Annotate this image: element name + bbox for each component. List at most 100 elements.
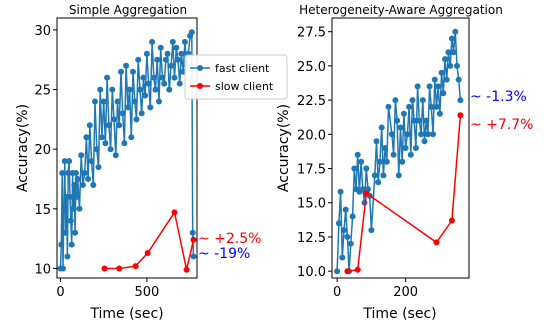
data-point-fast-client: [397, 124, 404, 131]
data-point-fast-client: [95, 164, 102, 171]
data-point-slow-client: [116, 265, 123, 272]
legend-fast-label: fast client: [215, 62, 270, 75]
y-tick-label: 17.5: [297, 163, 326, 178]
data-point-fast-client: [399, 158, 406, 165]
data-point-slow-client: [190, 236, 197, 243]
data-point-fast-client: [409, 97, 416, 104]
data-point-fast-client: [341, 227, 347, 234]
y-axis-label: Accuracy(%): [15, 104, 31, 192]
data-point-fast-client: [375, 179, 382, 186]
data-point-fast-client: [169, 38, 176, 45]
data-point-fast-client: [98, 134, 105, 141]
data-point-slow-client: [363, 190, 370, 197]
data-point-fast-client: [176, 80, 183, 87]
annotation-fast-drop: ~ -1.3%: [470, 89, 527, 105]
data-point-fast-client: [423, 117, 430, 124]
x-tick-label: 500: [134, 285, 159, 300]
data-point-fast-client: [424, 131, 431, 138]
data-point-fast-client: [58, 241, 65, 248]
plot-frame: [56, 17, 198, 279]
legend-slow-label: slow client: [215, 80, 274, 93]
data-point-fast-client: [159, 74, 166, 81]
x-tick-label: 200: [393, 285, 418, 300]
data-point-fast-client: [373, 138, 380, 145]
legend-slow-marker: [197, 83, 203, 89]
data-point-fast-client: [347, 240, 354, 247]
data-point-fast-client: [390, 151, 397, 158]
data-point-fast-client: [443, 76, 450, 83]
data-point-fast-client: [92, 98, 98, 105]
data-point-fast-client: [358, 158, 365, 165]
data-point-fast-client: [412, 145, 419, 151]
data-point-fast-client: [416, 117, 423, 124]
legend-box: [184, 54, 288, 100]
data-point-fast-client: [73, 170, 79, 176]
data-point-fast-client: [143, 50, 150, 57]
data-point-fast-client: [107, 146, 114, 153]
data-point-fast-client: [178, 50, 185, 57]
data-point-fast-client: [145, 80, 152, 87]
data-point-fast-client: [392, 97, 399, 104]
data-point-fast-client: [154, 56, 161, 63]
data-point-fast-client: [402, 145, 409, 151]
data-point-fast-client: [130, 68, 136, 75]
data-point-fast-client: [112, 152, 119, 159]
y-tick-label: 12.5: [297, 231, 326, 246]
y-tick-label: 25: [34, 84, 51, 99]
chart-title: Heterogeneity-Aware Aggregation: [299, 3, 503, 17]
data-point-slow-client: [183, 266, 190, 273]
chart-simple-aggregation: Simple Aggregation 0 500 10 15 20 25 30 Time (…: [15, 3, 288, 322]
data-point-slow-client: [448, 217, 455, 224]
y-tick-label: 25.0: [297, 60, 326, 75]
data-point-fast-client: [382, 145, 389, 151]
y-tick-label: 10.0: [297, 265, 326, 280]
data-point-fast-client: [156, 98, 162, 105]
data-point-fast-client: [65, 170, 72, 176]
data-point-slow-client: [171, 209, 178, 216]
data-point-fast-client: [351, 165, 358, 172]
data-point-fast-client: [71, 182, 78, 188]
data-point-fast-client: [455, 76, 462, 83]
data-point-fast-client: [388, 131, 395, 138]
y-tick-label: 30: [34, 24, 51, 39]
data-point-fast-client: [430, 131, 436, 138]
y-tick-label: 10: [34, 262, 51, 277]
data-point-fast-client: [376, 158, 383, 165]
axis-ticks: 0 200 10.0 12.5 15.0 17.5 20.0 22.5 25.0 27.5: [297, 26, 418, 300]
data-point-fast-client: [438, 69, 445, 76]
data-point-fast-client: [109, 86, 116, 93]
annotation-fast-drop: ~ -19%: [198, 246, 250, 262]
data-point-fast-client: [147, 104, 154, 111]
data-point-fast-client: [97, 86, 104, 93]
data-point-fast-client: [76, 205, 83, 212]
data-point-fast-client: [67, 193, 73, 200]
data-point-fast-client: [354, 151, 361, 158]
y-axis-label: Accuracy(%): [276, 104, 292, 192]
data-point-fast-client: [66, 158, 73, 165]
data-point-fast-client: [90, 182, 97, 188]
data-point-fast-client: [88, 158, 95, 165]
data-point-fast-client: [442, 56, 448, 63]
data-point-fast-client: [149, 38, 156, 45]
data-point-fast-client: [181, 38, 188, 45]
data-point-fast-client: [133, 116, 140, 123]
data-point-fast-client: [157, 44, 164, 51]
data-point-fast-client: [59, 170, 66, 176]
annotation-slow-gain: ~ +7.7%: [470, 117, 533, 133]
data-point-fast-client: [436, 110, 443, 117]
data-point-fast-client: [83, 134, 90, 141]
data-point-slow-client: [354, 266, 361, 273]
data-point-fast-client: [168, 62, 175, 69]
data-point-fast-client: [395, 172, 402, 179]
x-tick-label: 0: [56, 285, 64, 300]
data-point-slow-client: [144, 250, 151, 256]
x-axis-label: Time (sec): [89, 306, 163, 322]
data-point-fast-client: [102, 140, 109, 147]
data-point-fast-client: [135, 56, 142, 63]
data-point-fast-client: [190, 253, 197, 260]
x-tick-label: 0: [333, 285, 341, 300]
data-point-fast-client: [150, 74, 157, 81]
data-point-fast-client: [407, 151, 414, 158]
data-point-fast-client: [67, 217, 74, 224]
data-point-fast-client: [60, 205, 67, 212]
